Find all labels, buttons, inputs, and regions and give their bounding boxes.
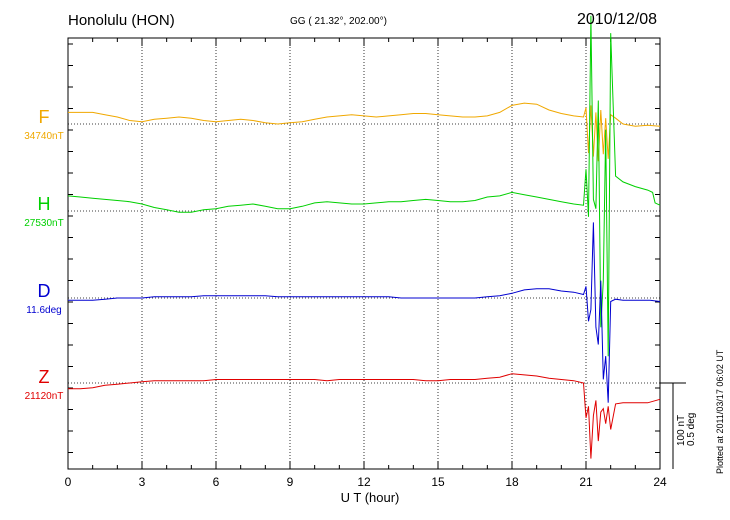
label-d: D	[37, 281, 51, 301]
label-z: Z	[38, 367, 50, 387]
x-tick-label: 24	[653, 475, 667, 489]
label-f: F	[38, 107, 50, 127]
grid-lines	[141, 38, 587, 469]
x-tick-label: 9	[286, 475, 294, 489]
label-h: H	[37, 194, 51, 214]
x-tick-label: 0	[64, 475, 72, 489]
series-lines	[67, 15, 661, 459]
x-tick-label: 18	[505, 475, 519, 489]
station-coordinates: GG ( 21.32°, 202.00°)	[290, 16, 387, 27]
baseline-h: 27530nT	[24, 218, 64, 229]
x-ticks	[67, 38, 661, 469]
series-line-z	[68, 373, 661, 459]
baseline-f: 34740nT	[24, 131, 64, 142]
x-axis-label: U T (hour)	[340, 490, 400, 505]
series-line-d	[68, 222, 661, 403]
x-tick-label: 3	[138, 475, 146, 489]
baseline-z: 21120nT	[24, 391, 64, 402]
baseline-d: 11.6deg	[26, 305, 62, 316]
station-title: Honolulu (HON)	[68, 12, 175, 29]
x-tick-label: 15	[431, 475, 445, 489]
series-line-h	[67, 15, 661, 357]
scale-bar	[660, 382, 686, 469]
x-tick-label: 6	[212, 475, 220, 489]
y-ticks	[68, 43, 660, 453]
plotted-timestamp: Plotted at 2011/03/17 06:02 UT	[715, 349, 725, 474]
scale-label-deg: 0.5 deg	[686, 412, 697, 446]
date-title: 2010/12/08	[577, 11, 658, 28]
x-tick-label: 12	[357, 475, 371, 489]
x-tick-label: 21	[579, 475, 593, 489]
